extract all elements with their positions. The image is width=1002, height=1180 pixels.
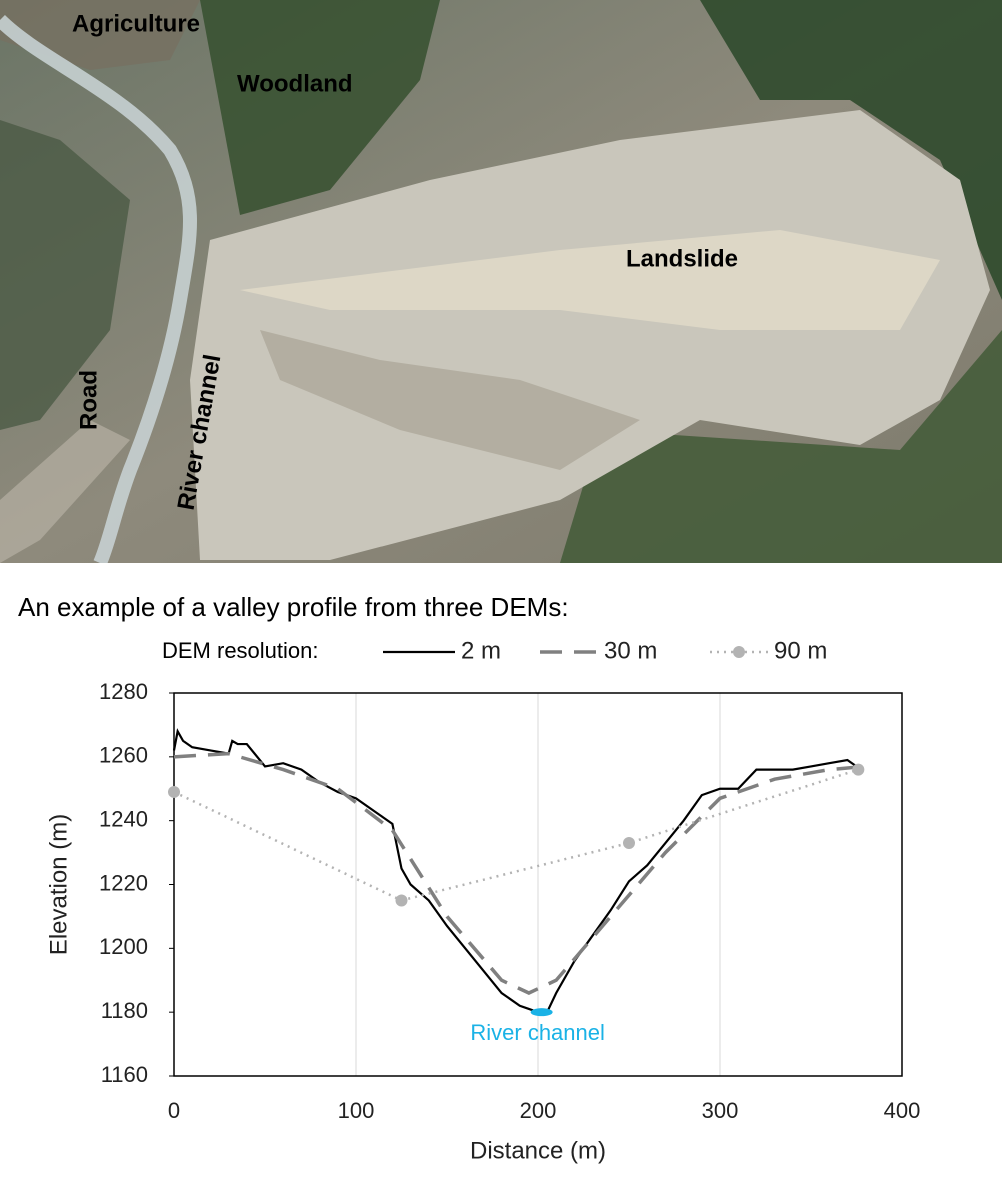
data-point [168,785,180,798]
series-line [173,751,866,995]
x-tick-label: 100 [338,1098,375,1123]
legend-title: DEM resolution: [162,638,319,663]
legend-label: 2 m [461,637,501,664]
plot-frame [173,692,903,1077]
aerial-photo: Agriculture Woodland Landslide Road Rive… [0,0,1002,563]
y-tick-label: 1220 [99,870,148,895]
photo-label: Road [75,370,102,430]
chart: An example of a valley profile from thre… [18,592,921,1164]
x-axis-label: Distance (m) [470,1137,606,1164]
x-tick-label: 0 [168,1098,180,1123]
y-axis-label: Elevation (m) [45,814,72,955]
series-line [172,728,858,1014]
photo-label: Woodland [237,70,353,97]
y-tick-label: 1180 [101,998,148,1023]
x-tick-label: 200 [520,1098,557,1123]
annotation-marker [530,1008,553,1017]
x-tick-label: 400 [884,1098,921,1123]
y-tick-label: 1240 [99,806,148,831]
data-point [623,837,635,850]
legend-label: 90 m [774,637,827,664]
y-tick-label: 1160 [101,1062,148,1087]
legend-marker [733,646,745,658]
data-point [395,894,408,907]
annotation: River channel [470,1020,605,1045]
data-point [852,763,865,776]
x-tick-label: 300 [702,1098,739,1123]
caption: An example of a valley profile from thre… [18,592,569,622]
series-line [173,768,859,902]
y-tick-label: 1200 [99,934,148,959]
y-tick-label: 1280 [99,679,148,704]
legend-label: 30 m [604,637,657,664]
y-tick-label: 1260 [99,743,148,768]
photo-label: Landslide [626,245,738,272]
photo-label: Agriculture [72,10,200,37]
